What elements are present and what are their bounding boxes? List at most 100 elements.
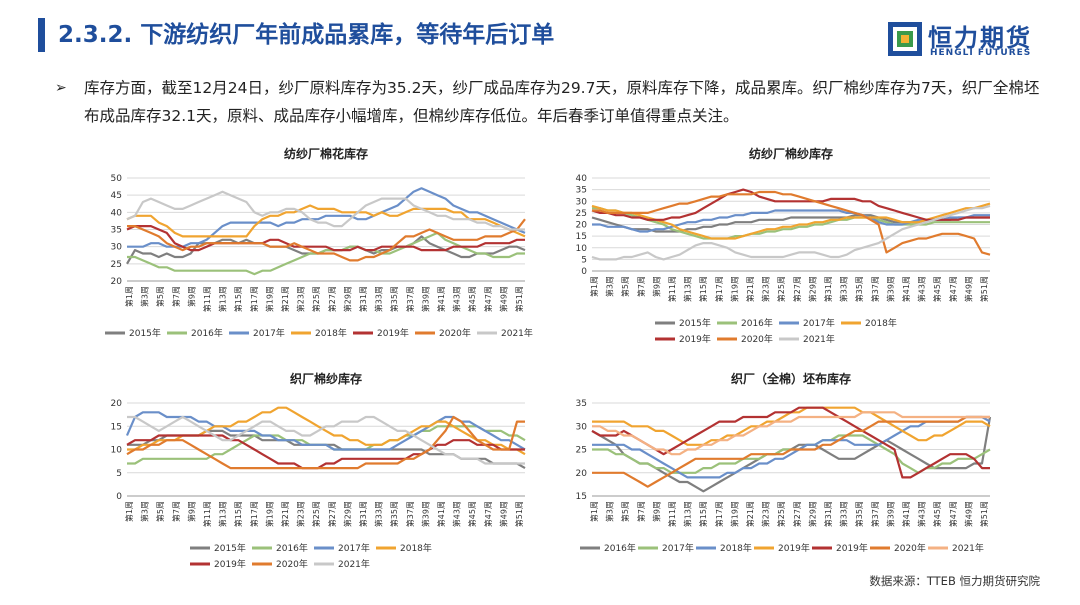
x-tick-label: 第25周 [311,501,321,527]
x-tick-label: 第47周 [948,501,958,527]
series-line [126,224,525,252]
x-tick-label: 第31周 [823,276,833,302]
hengli-logo-icon [888,22,922,56]
legend-label: 2016年 [741,317,773,329]
x-tick-label: 第27周 [327,286,337,312]
x-tick-label: 第49周 [963,276,973,302]
x-tick-label: 第39周 [420,286,430,312]
x-tick-label: 第51周 [979,276,989,302]
legend-label: 2015年 [214,542,246,554]
y-tick-label: 0 [581,267,587,277]
legend-label: 2019年 [679,333,711,345]
x-tick-label: 第31周 [358,286,368,312]
y-tick-label: 30 [111,243,123,253]
arrow-bullet-icon: ➢ [55,80,67,96]
y-tick-label: 15 [576,492,587,502]
x-tick-label: 第35周 [854,501,864,527]
y-tick-label: 35 [111,226,122,236]
x-tick-label: 第19周 [264,286,274,312]
x-tick-label: 第43周 [452,286,462,312]
x-tick-label: 第9周 [651,276,661,297]
legend-label: 2020年 [894,542,926,554]
x-tick-label: 第35周 [389,501,399,527]
chart-title: 纺纱厂棉纱库存 [749,146,833,161]
x-tick-label: 第33周 [839,501,849,527]
y-tick-label: 25 [576,209,587,219]
legend-label: 2015年 [129,327,161,339]
series-line [127,187,526,248]
logo-english-name: HENGLI FUTURES [930,48,1032,58]
x-tick-label: 第3周 [140,286,150,307]
x-tick-label: 第17周 [249,286,259,312]
x-tick-label: 第27周 [792,501,802,527]
x-tick-label: 第15周 [698,501,708,527]
x-tick-label: 第5周 [620,276,630,297]
chart-title: 织厂（全棉）坯布库存 [731,371,851,386]
x-tick-label: 第23周 [296,501,306,527]
x-tick-label: 第43周 [917,276,927,302]
x-tick-label: 第3周 [605,501,615,522]
x-tick-label: 第17周 [714,501,724,527]
x-tick-label: 第9周 [186,501,196,522]
x-tick-label: 第51周 [514,501,524,527]
legend-label: 2021年 [338,558,370,570]
y-tick-label: 30 [576,197,588,207]
x-tick-label: 第5周 [155,501,165,522]
legend-label: 2020年 [741,333,773,345]
x-tick-label: 第41周 [901,276,911,302]
x-tick-label: 第15周 [233,286,243,312]
x-tick-label: 第45周 [932,501,942,527]
x-tick-label: 第27周 [327,501,337,527]
chart-svg: 织厂棉纱库存 0 5 10 15 20 第1周 第3周 第5周 第7周 第9周 第11周 第13周 第15… [111,371,526,570]
x-tick-label: 第21周 [280,286,290,312]
x-tick-label: 第21周 [745,501,755,527]
x-tick-label: 第1周 [124,501,134,522]
chart-title: 纺纱厂棉花库存 [284,146,368,161]
x-tick-label: 第19周 [729,276,739,302]
x-tick-label: 第5周 [155,286,165,307]
y-tick-label: 20 [111,399,123,409]
y-tick-label: 5 [116,469,122,479]
x-tick-label: 第33周 [374,501,384,527]
x-tick-label: 第41周 [436,286,446,312]
y-tick-label: 50 [111,174,123,184]
brand-logo: 恒力期货 HENGLI FUTURES [888,20,1058,64]
x-tick-label: 第21周 [280,501,290,527]
x-tick-label: 第41周 [901,501,911,527]
x-tick-label: 第47周 [483,286,493,312]
x-tick-label: 第31周 [823,501,833,527]
x-tick-label: 第37周 [405,501,415,527]
x-tick-label: 第49周 [963,501,973,527]
x-tick-label: 第29周 [342,501,352,527]
y-tick-label: 20 [111,277,123,287]
x-tick-label: 第51周 [514,286,524,312]
chart-title: 织厂棉纱库存 [290,371,362,386]
series-line [126,190,525,231]
x-tick-label: 第31周 [358,501,368,527]
chart-spinning-cotton-stock: 纺纱厂棉花库存 20 25 30 35 40 45 50 第1周 第3周 第5周 第7周 第9周 第11周… [95,140,535,355]
x-tick-label: 第21周 [745,276,755,302]
x-tick-label: 第25周 [776,501,786,527]
x-tick-label: 第37周 [870,501,880,527]
x-tick-label: 第19周 [729,501,739,527]
legend-label: 2015年 [679,317,711,329]
x-tick-label: 第15周 [233,501,243,527]
series-line [592,415,990,488]
x-tick-label: 第45周 [932,276,942,302]
x-tick-label: 第11周 [667,276,677,302]
y-tick-label: 45 [111,191,122,201]
x-tick-label: 第29周 [807,501,817,527]
x-tick-label: 第47周 [948,276,958,302]
y-tick-label: 40 [111,208,123,218]
x-tick-label: 第7周 [171,501,181,522]
legend-label: 2019年 [778,542,810,554]
x-tick-label: 第7周 [171,286,181,307]
legend-label: 2018年 [400,542,432,554]
y-tick-label: 20 [576,469,588,479]
x-tick-label: 第23周 [761,501,771,527]
x-tick-label: 第13周 [683,501,693,527]
y-tick-label: 30 [576,422,588,432]
legend-label: 2020年 [439,327,471,339]
x-tick-label: 第1周 [589,276,599,297]
series-line [592,415,991,479]
